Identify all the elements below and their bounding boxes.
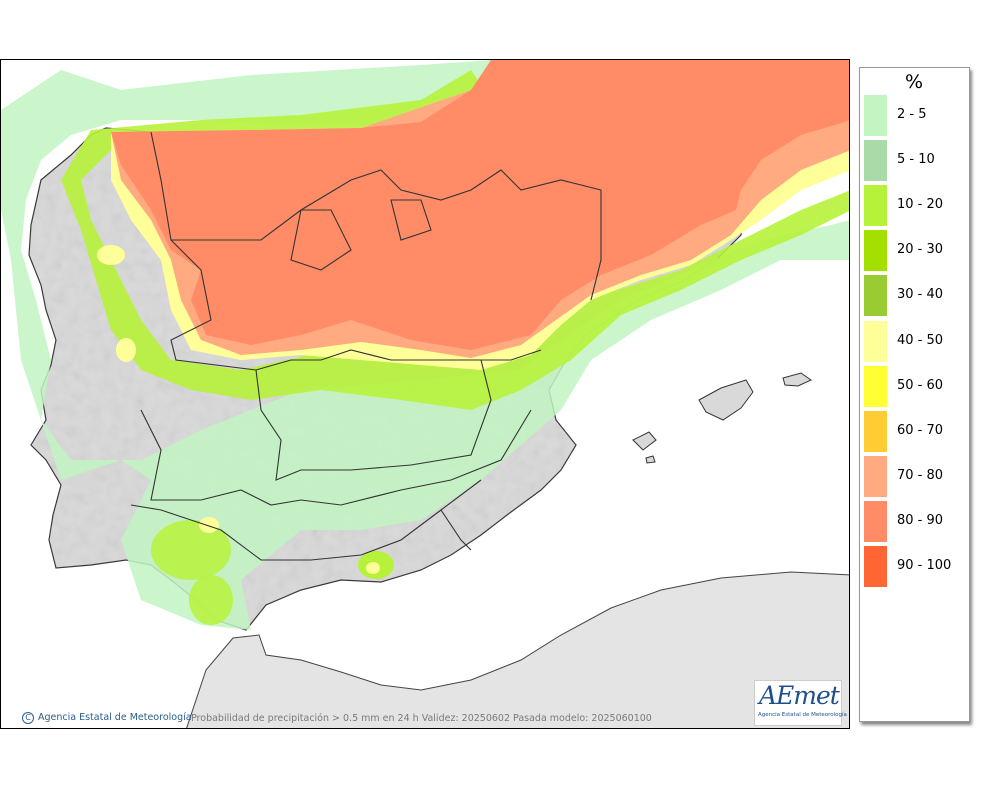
- legend-label: 20 - 30: [897, 242, 944, 258]
- legend-item: 30 - 40: [864, 275, 968, 317]
- legend-item: 40 - 50: [864, 320, 968, 363]
- legend-item: 70 - 80: [864, 455, 968, 498]
- prob-spot-strait: [189, 575, 233, 625]
- prob-spot-cadiz-core: [199, 517, 219, 533]
- map-canvas: [1, 60, 849, 728]
- copyright-credit: C Agencia Estatal de Meteorología: [22, 712, 192, 724]
- copyright-icon: C: [22, 712, 34, 724]
- legend-label: 30 - 40: [897, 287, 944, 303]
- legend-item: 80 - 90: [864, 500, 968, 543]
- legend-item: 90 - 100: [864, 546, 968, 588]
- legend-label: 2 - 5: [897, 107, 927, 122]
- legend-panel: % 2 - 5 5 - 10 10 - 20 20 - 30 30 - 40 40 - 5…: [859, 67, 970, 722]
- legend-label: 40 - 50: [897, 332, 944, 348]
- africa-landmass: [186, 571, 849, 728]
- legend-label: 80 - 90: [897, 512, 944, 528]
- prob-spot-almeria-core: [366, 562, 380, 574]
- legend-label: 50 - 60: [897, 377, 944, 393]
- legend-swatch: [864, 140, 887, 182]
- map-caption: Probabilidad de precipitación > 0.5 mm e…: [191, 713, 652, 724]
- legend-item: 5 - 10: [864, 140, 968, 182]
- legend-label: 10 - 20: [897, 197, 944, 213]
- legend-swatch: [864, 410, 887, 452]
- prob-band-80-90: [111, 60, 849, 350]
- legend-label: 60 - 70: [897, 422, 944, 438]
- legend-label: 5 - 10: [897, 152, 935, 168]
- region-borders: [130, 131, 602, 561]
- legend-label: 90 - 100: [897, 558, 952, 573]
- legend-swatch: [864, 95, 887, 136]
- legend-swatch: [864, 546, 887, 587]
- prob-spot-cadiz: [151, 520, 231, 580]
- legend-item: 60 - 70: [864, 410, 968, 453]
- legend-swatch: [864, 275, 887, 317]
- legend-swatch: [864, 320, 887, 362]
- legend-swatch: [864, 500, 887, 542]
- logo-wordmark: AEmet: [759, 681, 840, 710]
- credit-text: Agencia Estatal de Meteorología: [38, 712, 192, 723]
- prob-spot-portugal: [116, 338, 136, 362]
- legend-swatch: [864, 455, 887, 497]
- legend-label: 70 - 80: [897, 467, 944, 483]
- legend-unit: %: [904, 71, 924, 93]
- legend-swatch: [864, 185, 887, 227]
- formentera-island: [645, 455, 656, 464]
- aemet-logo: AEmet Agencia Estatal de Meteorología: [754, 680, 847, 726]
- mallorca-island: [698, 379, 754, 421]
- legend-swatch: [864, 365, 887, 407]
- legend-swatch: [864, 230, 887, 272]
- prob-band-2-5: [1, 60, 849, 630]
- legend-item: 20 - 30: [864, 230, 968, 272]
- legend-item: 2 - 5: [864, 95, 968, 137]
- menorca-island: [782, 372, 812, 387]
- precipitation-probability-map[interactable]: [0, 59, 850, 729]
- logo-subtitle: Agencia Estatal de Meteorología: [758, 712, 847, 718]
- prob-spot-galicia: [97, 245, 125, 265]
- legend-item: 50 - 60: [864, 365, 968, 408]
- legend-item: 10 - 20: [864, 185, 968, 227]
- ibiza-island: [632, 431, 657, 451]
